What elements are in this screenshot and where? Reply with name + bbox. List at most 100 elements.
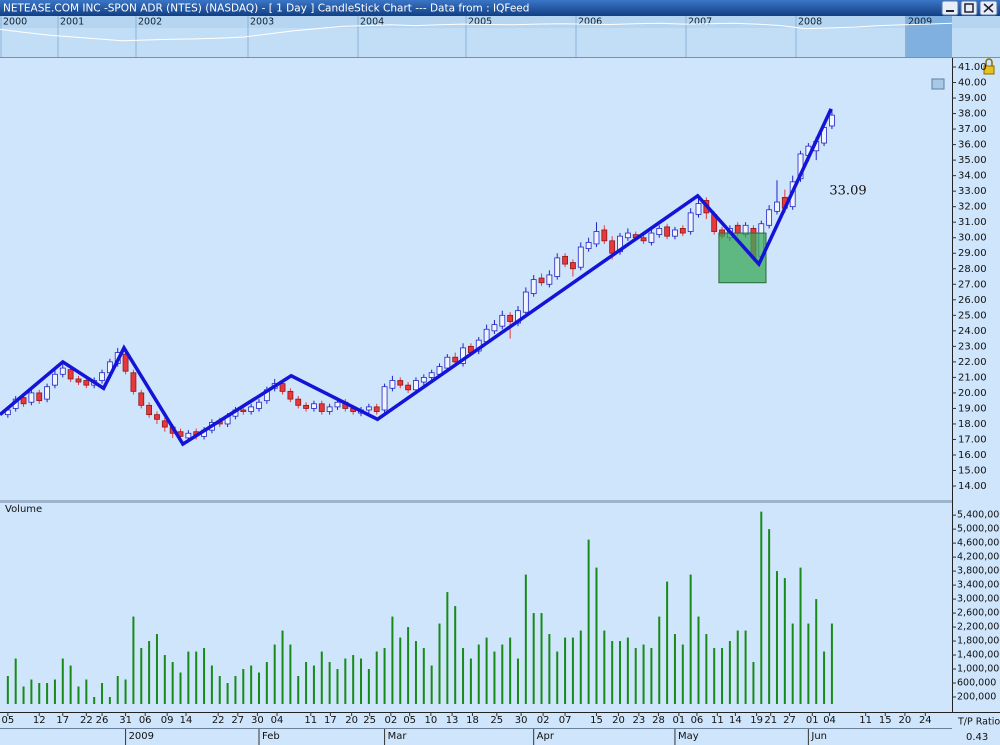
candle-body (389, 380, 396, 389)
volume-bar (689, 574, 692, 704)
x-tick-label: 14 (180, 715, 193, 726)
overview-year: 2002 (138, 17, 162, 28)
volume-bar (791, 623, 794, 704)
x-tick-label: 11 (304, 715, 317, 726)
volume-bar (108, 697, 111, 704)
x-tick-label: 04 (271, 715, 284, 726)
y-tick-label: 30.00 (958, 233, 987, 244)
y-tick-label: 32.00 (958, 202, 987, 213)
minimize-button[interactable] (941, 0, 959, 16)
candle-body (122, 353, 129, 372)
candle-body (381, 386, 388, 411)
candle-body (679, 228, 686, 234)
candle-body (67, 369, 74, 380)
month-label: 2009 (129, 731, 154, 742)
volume-bar (391, 616, 394, 704)
candle-body (672, 229, 678, 237)
volume-bar (775, 571, 778, 704)
y-tick-label: 17.00 (958, 434, 987, 445)
x-tick-label: 02 (537, 715, 550, 726)
candle-body (295, 398, 302, 406)
volume-bar (383, 648, 386, 704)
y-tick-label: 1,400,000 (957, 650, 1000, 661)
candle-body (373, 406, 380, 412)
y-tick-label: 26.00 (958, 295, 987, 306)
volume-bar (132, 616, 135, 704)
overview-line (0, 22, 953, 42)
overview-year: 2006 (578, 17, 602, 28)
x-tick-label: 30 (251, 715, 264, 726)
candle-body (452, 356, 459, 363)
volume-bar (603, 630, 606, 704)
volume-bar (203, 648, 206, 704)
volume-bar (38, 683, 41, 704)
volume-bar (61, 658, 64, 704)
volume-bar (564, 637, 567, 704)
volume-bar (501, 644, 504, 704)
x-tick-label: 20 (899, 715, 912, 726)
candle-body (154, 414, 160, 420)
volume-bar (312, 665, 315, 704)
volume-bar (187, 651, 190, 704)
candle-body (624, 232, 631, 239)
volume-bar (6, 676, 9, 704)
volume-bar (721, 648, 724, 704)
volume-bar (305, 662, 308, 704)
y-tick-label: 34.00 (958, 171, 987, 182)
candle-body (130, 372, 137, 392)
volume-bar (69, 665, 72, 704)
x-tick-label: 25 (490, 715, 503, 726)
candle-body (365, 406, 372, 411)
y-tick-label: 19.00 (958, 403, 987, 414)
candle-body (530, 279, 537, 294)
month-label: Feb (262, 731, 280, 742)
candle-body (326, 406, 333, 412)
volume-bar (736, 630, 739, 704)
y-tick-label: 29.00 (958, 248, 987, 259)
panel-splitter[interactable] (0, 500, 952, 503)
lock-icon[interactable] (983, 58, 995, 75)
overview-selection[interactable] (905, 16, 952, 57)
month-label: Jun (810, 731, 827, 742)
volume-bar (587, 539, 590, 704)
volume-bar (297, 676, 300, 704)
y-tick-label: 3,800,000 (957, 566, 1000, 577)
volume-bar (336, 669, 339, 704)
volume-bar (155, 634, 158, 704)
volume-bar (14, 658, 17, 704)
y-tick-label: 4,200,000 (957, 552, 1000, 563)
x-tick-label: 04 (823, 715, 836, 726)
volume-bar (195, 651, 198, 704)
volume-bar (454, 606, 457, 704)
volume-bar (626, 637, 629, 704)
volume-bar (658, 616, 661, 704)
candle-body (609, 240, 616, 254)
volume-bar (540, 613, 543, 704)
candle-body (28, 392, 35, 403)
volume-bar (697, 616, 700, 704)
y-tick-label: 25.00 (958, 310, 987, 321)
volume-bar (571, 637, 574, 704)
lock-shackle (985, 58, 993, 66)
y-tick-label: 5,000,000 (957, 524, 1000, 535)
maximize-button[interactable] (960, 0, 978, 16)
candle-body (734, 224, 741, 234)
candle-body (546, 274, 553, 285)
volume-bar (783, 578, 786, 704)
x-tick-label: 05 (403, 715, 416, 726)
volume-bar (532, 613, 535, 704)
x-tick-label: 20 (345, 715, 358, 726)
candle-body (240, 409, 247, 412)
y-tick-label: 4,600,000 (957, 538, 1000, 549)
overview-year: 2009 (908, 17, 932, 28)
candle-body (601, 229, 608, 242)
volume-bar (579, 630, 582, 704)
volume-bar (344, 658, 347, 704)
right-axis-panel (952, 58, 1000, 712)
volume-bar (595, 567, 598, 704)
candle-body (146, 404, 153, 416)
volume-bar (22, 686, 25, 704)
settings-icon[interactable] (931, 78, 945, 90)
candle-body (577, 246, 584, 268)
